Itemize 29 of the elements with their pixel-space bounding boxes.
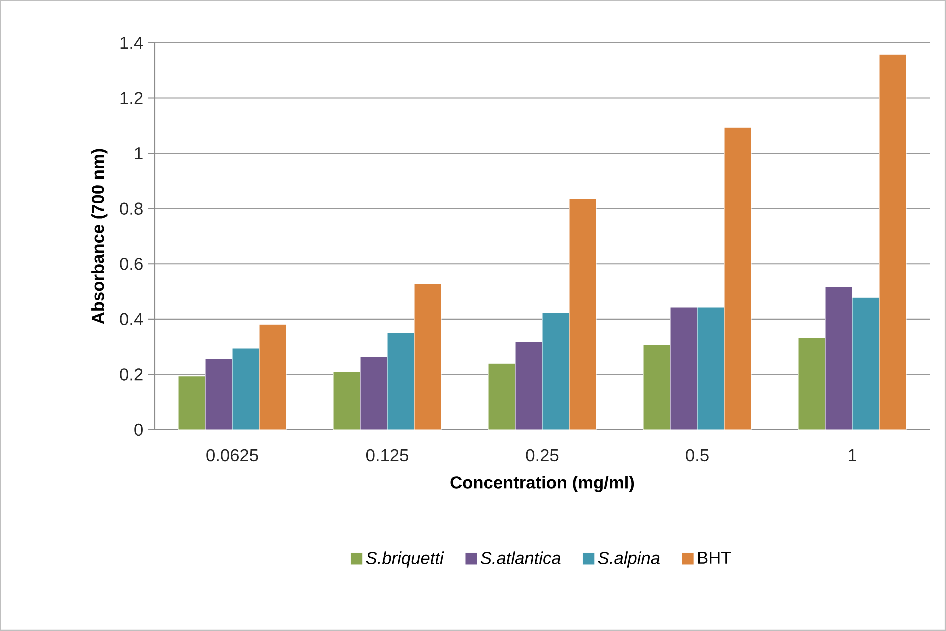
- legend-label: BHT: [698, 552, 732, 564]
- y-tick-label: 0.6: [120, 258, 143, 270]
- y-tick-label: 0.8: [120, 202, 143, 215]
- bar: [825, 286, 853, 430]
- x-tick-label: 0.0625: [206, 449, 258, 462]
- x-axis-title: Concentration (mg/ml): [450, 476, 634, 492]
- y-tick-label: 0.4: [120, 313, 144, 326]
- y-tick-label: 1.2: [120, 92, 143, 104]
- x-tick-label: 0.25: [526, 449, 559, 462]
- y-tick-label: 0: [134, 424, 143, 436]
- y-tick-label: 0.2: [120, 368, 143, 381]
- x-tick-label: 1: [848, 449, 856, 462]
- bar: [205, 358, 233, 430]
- y-tick-label: 1: [135, 148, 143, 160]
- bar: [515, 342, 543, 430]
- x-tick-label: 0.125: [366, 449, 408, 462]
- bar: [798, 338, 826, 430]
- bar: [488, 363, 516, 430]
- legend-label: S.alpina: [598, 552, 660, 568]
- bar: [360, 356, 388, 430]
- legend-label: S.atlantica: [480, 552, 561, 564]
- y-tick-label: 1.4: [120, 37, 144, 49]
- y-axis-title: Absorbance (700 nm): [92, 149, 108, 324]
- bar: [670, 307, 698, 430]
- bar: [333, 372, 361, 430]
- x-tick-label: 0.5: [686, 449, 709, 462]
- legend-label: S.briquetti: [366, 552, 444, 568]
- bar: [643, 344, 671, 430]
- bar: [178, 376, 206, 430]
